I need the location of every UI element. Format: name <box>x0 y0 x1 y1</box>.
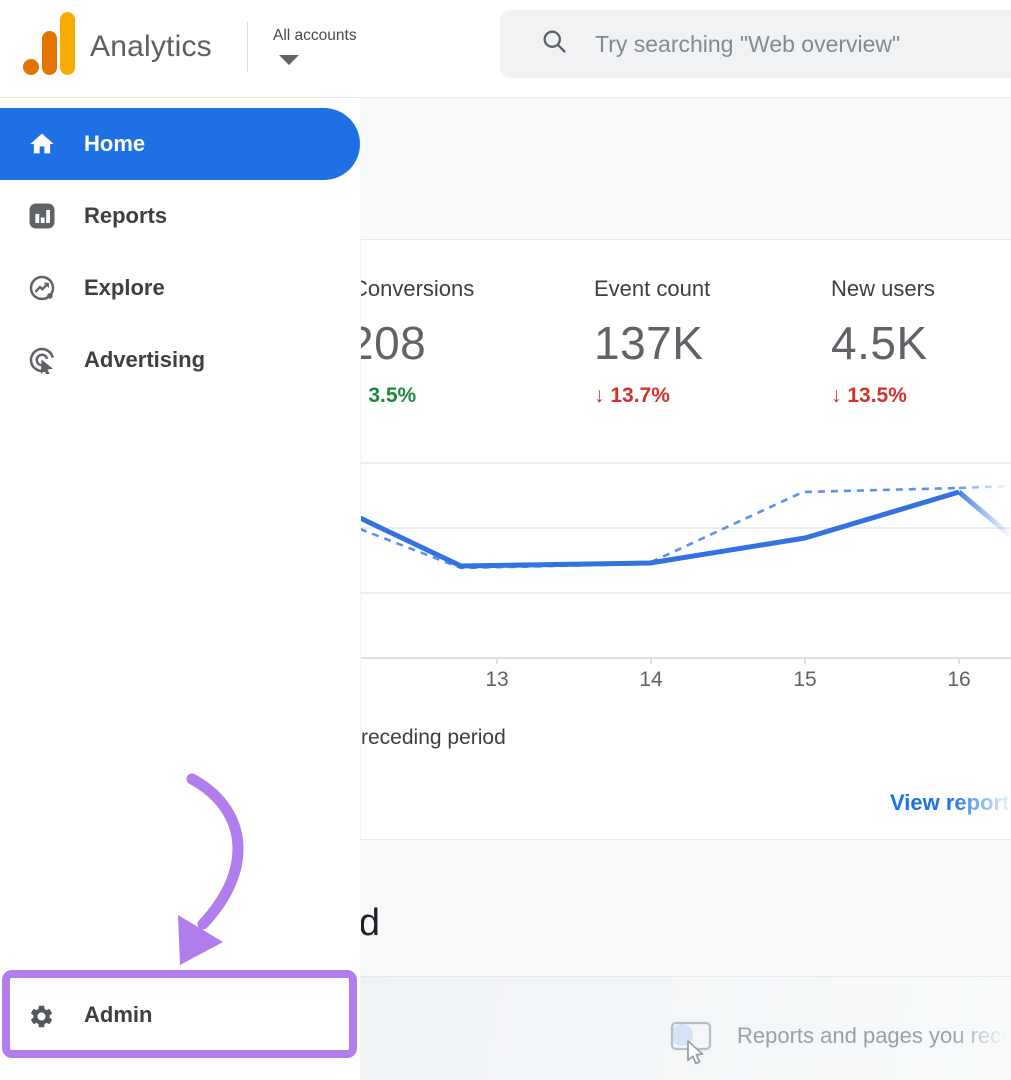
trend-line-chart: 13 14 15 16 <box>357 462 1011 691</box>
sidebar-item-label: Explore <box>84 275 165 300</box>
reports-icon <box>29 203 55 229</box>
down-arrow-icon: ↓ <box>594 384 605 407</box>
search-icon <box>543 30 566 53</box>
cursor-window-illustration-icon <box>670 1021 712 1065</box>
metric-value: 208 <box>348 317 427 369</box>
sidebar-item-advertising[interactable]: Advertising <box>0 324 360 396</box>
account-switcher-label: All accounts <box>273 27 357 44</box>
header-divider <box>247 22 248 72</box>
tick-label-16: 16 <box>947 668 970 691</box>
top-app-bar: Analytics All accounts Try searching "We… <box>0 0 1011 98</box>
account-switcher[interactable]: All accounts <box>273 27 393 75</box>
metric-conversions: Conversions 208 ↑ 3.5% <box>348 276 475 408</box>
metric-value: 137K <box>594 317 704 369</box>
metric-value: 4.5K <box>831 317 928 369</box>
tick-label-13: 13 <box>485 668 508 691</box>
google-analytics-logo-icon <box>23 12 75 75</box>
current-period-line-fade <box>957 490 1011 538</box>
down-arrow-icon: ↓ <box>831 384 842 407</box>
metric-label: Event count <box>594 276 711 301</box>
tick-label-15: 15 <box>793 668 816 691</box>
search-bar[interactable]: Try searching "Web overview" <box>500 10 1011 78</box>
metric-new-users: New users 4.5K ↓ 13.5% <box>831 276 935 408</box>
tick-label-14: 14 <box>639 668 663 691</box>
sidebar-item-label: Home <box>84 131 146 156</box>
chevron-down-icon <box>279 55 299 65</box>
advertising-icon <box>29 347 55 374</box>
nav-drawer: Home Reports Explore <box>0 97 361 1080</box>
empty-state-text: Reports and pages you rece <box>737 1023 1011 1048</box>
gear-icon <box>30 1005 53 1028</box>
metric-delta: ↓ 13.7% <box>594 384 670 407</box>
sidebar-item-reports[interactable]: Reports <box>0 180 360 252</box>
chart-gridlines <box>357 462 1011 664</box>
admin-highlight-box[interactable] <box>2 970 357 1058</box>
sidebar-item-admin-label: Admin <box>84 1002 153 1027</box>
sidebar-item-explore[interactable]: Explore <box>0 252 360 324</box>
metric-delta: ↑ 3.5% <box>352 384 474 408</box>
sidebar-item-label: Advertising <box>84 347 206 372</box>
app-title: Analytics <box>90 30 212 63</box>
view-report-link[interactable]: View report <box>890 790 1010 815</box>
metric-label: New users <box>831 276 935 301</box>
metric-event-count: Event count 137K ↓ 13.7% <box>594 276 710 408</box>
sidebar-item-label: Reports <box>84 203 168 228</box>
chart-legend-fragment: receding period <box>361 726 506 749</box>
sidebar-item-home[interactable]: Home <box>0 108 360 180</box>
home-icon <box>30 133 54 154</box>
explore-icon <box>29 275 55 301</box>
metric-label: Conversions <box>352 276 475 301</box>
search-placeholder-text: Try searching "Web overview" <box>595 31 901 57</box>
current-period-line <box>358 489 960 569</box>
metric-delta: ↓ 13.5% <box>831 384 907 407</box>
preceding-period-line-fade <box>958 484 1011 490</box>
x-axis-tick-labels: 13 14 15 16 <box>485 668 970 691</box>
recently-accessed-heading-clipped: d <box>358 902 380 944</box>
